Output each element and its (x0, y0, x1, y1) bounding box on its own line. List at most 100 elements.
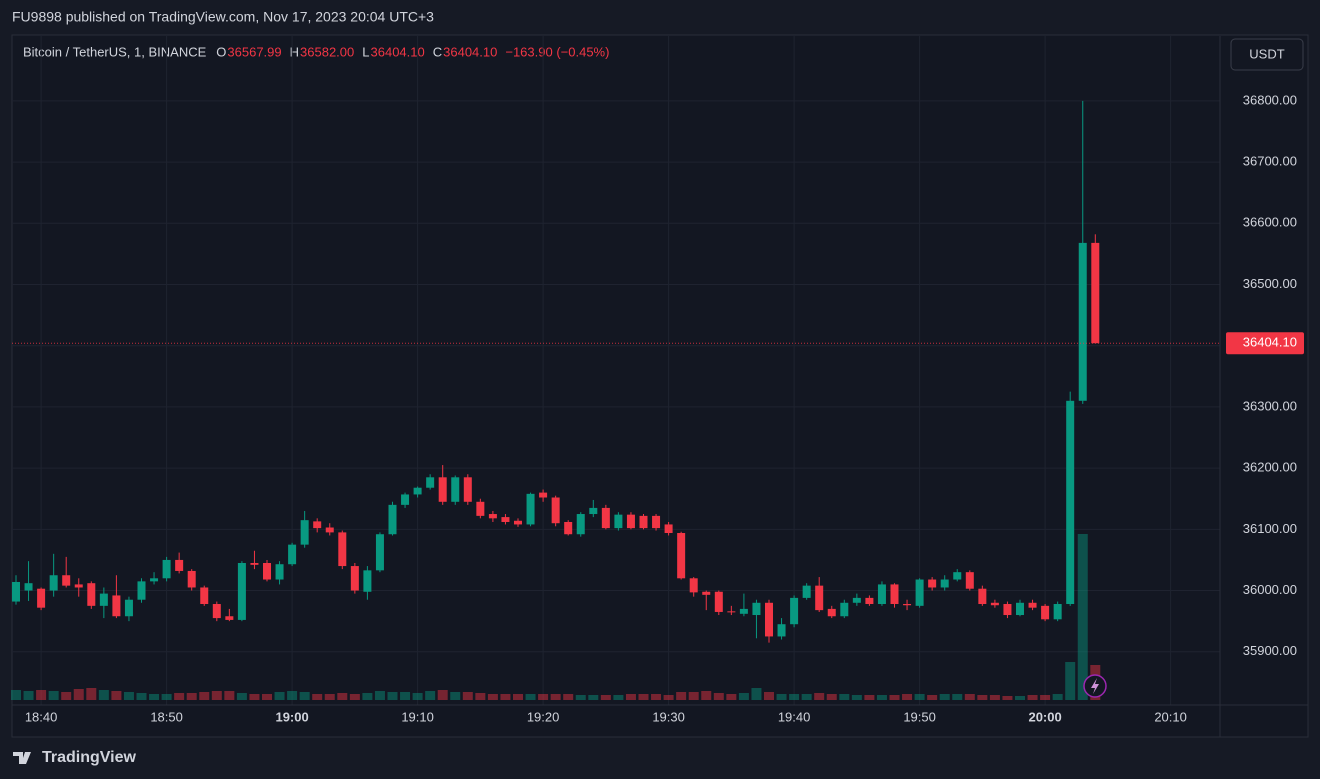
legend-label: O (216, 44, 226, 59)
candle-body (677, 533, 686, 579)
candle-body (388, 504, 397, 535)
volume-bar (663, 695, 674, 700)
candle-body (752, 602, 761, 616)
volume-bar (676, 692, 687, 700)
volume-bar (274, 692, 285, 700)
candle-body (815, 585, 824, 611)
volume-bar (249, 694, 260, 700)
candle-body (827, 608, 836, 617)
y-tick-label: 36500.00 (1243, 276, 1297, 291)
volume-bar (688, 692, 699, 700)
volume-bar (600, 695, 611, 700)
candle-body (614, 514, 623, 529)
volume-bar (86, 688, 97, 700)
candle-body (978, 588, 987, 605)
candle-body (212, 604, 221, 619)
volume-bar (1052, 694, 1063, 700)
candle-body (12, 581, 20, 602)
legend-value: 36404.10 (371, 44, 425, 59)
candle-body (714, 591, 723, 612)
y-tick-label: 36700.00 (1243, 154, 1297, 169)
legend-label: H (290, 44, 299, 59)
volume-bar (864, 695, 875, 700)
candle-body (840, 602, 849, 617)
candle-body (413, 487, 422, 495)
y-tick-label: 36600.00 (1243, 215, 1297, 230)
candle-body (689, 578, 698, 593)
candle-body (903, 604, 912, 606)
candle-body (965, 572, 974, 589)
candle-body (915, 579, 924, 606)
alert-bolt (1091, 678, 1099, 694)
legend-label: L (362, 44, 369, 59)
volume-bar (475, 693, 486, 700)
candle-body (325, 527, 334, 533)
candle-body (375, 534, 384, 571)
volume-bar (701, 691, 712, 700)
candle-body (526, 493, 535, 525)
volume-bar (312, 694, 323, 700)
candle-body (263, 562, 271, 580)
volume-bar (450, 692, 461, 700)
volume-bar (362, 693, 373, 700)
volume-bar (374, 691, 385, 700)
volume-bar (98, 690, 109, 700)
candle-body (401, 494, 410, 505)
candle-body (313, 521, 322, 529)
candle-body (664, 524, 673, 534)
candle-body (1016, 602, 1024, 616)
candle-body (990, 602, 999, 606)
candle-body (890, 584, 899, 605)
logo-mark (13, 752, 31, 764)
candle-body (1003, 604, 1012, 616)
candle-body (187, 570, 196, 588)
volume-bar (123, 692, 134, 700)
candle-body (539, 492, 548, 498)
volume-bar (575, 695, 586, 700)
volume-bar (550, 694, 561, 700)
y-tick-label: 36000.00 (1243, 582, 1297, 597)
volume-bar (726, 694, 737, 700)
volume-bar (412, 693, 423, 700)
x-tick-label: 20:10 (1154, 709, 1187, 724)
currency-label[interactable]: USDT (1249, 46, 1284, 61)
candle-body (24, 583, 33, 591)
candle-body (350, 566, 359, 591)
volume-bar (1015, 696, 1025, 700)
panel (11, 34, 1309, 738)
volume-bar (902, 694, 913, 700)
candle-body (250, 562, 259, 565)
volume-bar (625, 694, 636, 700)
volume-bar (186, 693, 197, 700)
volume-bar (713, 693, 724, 700)
volume-bar (299, 692, 310, 700)
volume-bar (814, 693, 825, 700)
volume-bar (149, 694, 160, 700)
volume-bar (751, 688, 762, 700)
x-tick-label: 19:00 (275, 709, 308, 724)
volume-bar (638, 694, 649, 700)
volume-bar (199, 692, 210, 700)
volume-bar (776, 694, 787, 700)
x-tick-label: 18:40 (25, 709, 58, 724)
candle-body (426, 477, 435, 488)
candle-body (928, 579, 937, 588)
volume-bar (513, 694, 523, 700)
x-tick-label: 19:40 (778, 709, 811, 724)
legend-label: C (433, 44, 442, 59)
currency-button[interactable] (1230, 38, 1304, 71)
candle-body (1066, 400, 1075, 605)
candle-body (237, 562, 246, 620)
candle-body (639, 515, 648, 529)
candle-body (727, 611, 736, 613)
candle-body (802, 585, 811, 598)
volume-bar (588, 695, 599, 700)
candle-body (338, 532, 347, 567)
volume-bar (48, 691, 59, 700)
legend: Bitcoin / TetherUS, 1, BINANCE O 36567.99… (23, 44, 609, 59)
candle-body (501, 517, 510, 522)
candle-body (62, 575, 71, 586)
volume-bar (400, 692, 411, 700)
candle-body (601, 507, 610, 529)
candle-body (877, 584, 886, 605)
